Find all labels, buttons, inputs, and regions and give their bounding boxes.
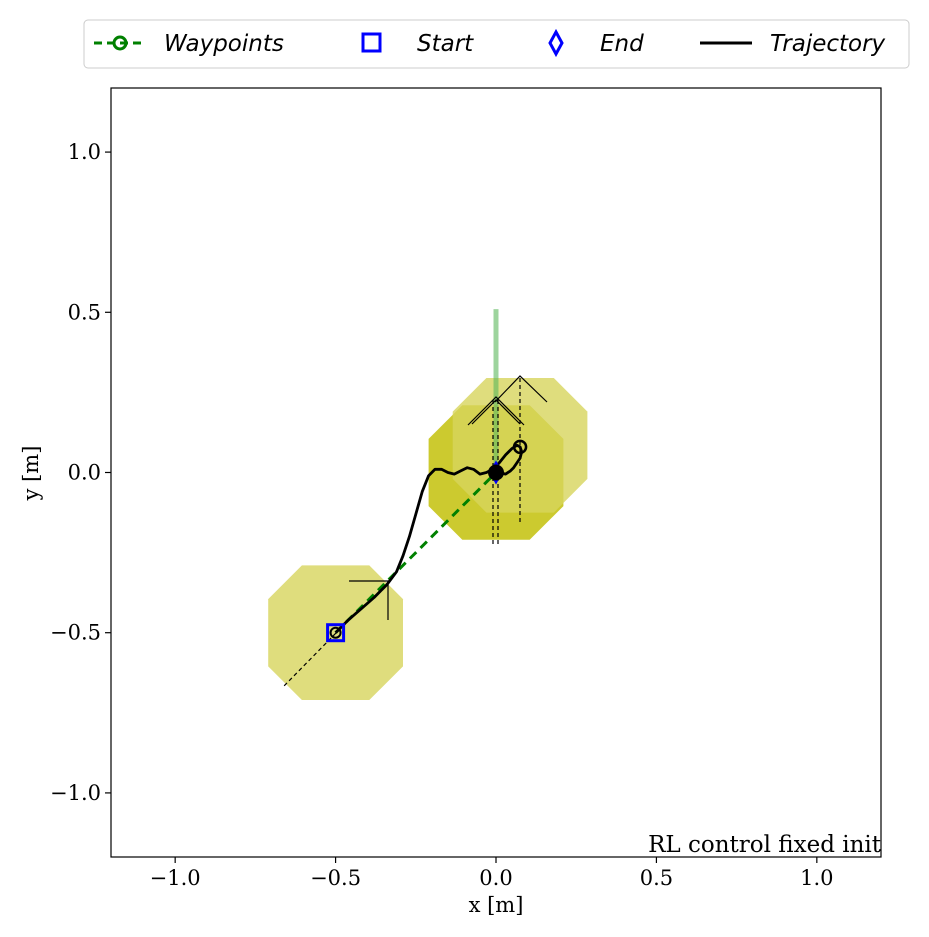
- y-axis-label: y [m]: [19, 446, 43, 502]
- trajectory-line: [334, 443, 524, 634]
- trajectory-loop-marker: [512, 439, 528, 455]
- annotation-text: RL control fixed init: [648, 832, 882, 858]
- legend-waypoints-label: Waypoints: [164, 31, 284, 57]
- y-tick-label-2: 0.0: [68, 461, 101, 485]
- legend-end-label: End: [600, 31, 644, 57]
- legend-trajectory-label: Trajectory: [770, 31, 886, 57]
- x-axis: −1.0 −0.5 0.0 0.5 1.0: [150, 857, 834, 890]
- legend-start-label: Start: [417, 31, 474, 57]
- footprint-2: [452, 378, 588, 513]
- x-tick-label-4: 1.0: [800, 866, 833, 890]
- y-tick-label-4: −1.0: [50, 781, 101, 805]
- x-tick-label-2: 0.0: [479, 866, 512, 890]
- legend-frame: [83, 19, 910, 69]
- x-tick-label-3: 0.5: [640, 866, 673, 890]
- waypoint-marker-0: [329, 626, 342, 639]
- x-axis-label: x [m]: [469, 893, 524, 917]
- markers: [326, 439, 528, 643]
- x-tick-label-1: −0.5: [310, 866, 361, 890]
- y-tick-label-3: −0.5: [50, 621, 101, 645]
- start-marker: [326, 623, 346, 643]
- legend-end-marker: [548, 28, 564, 58]
- end-arrow-mark-b: [471, 399, 521, 425]
- y-tick-label-0: 1.0: [68, 140, 101, 164]
- x-tick-label-0: −1.0: [150, 866, 201, 890]
- end-arrow-mark-c: [494, 375, 548, 403]
- end-arrow-mark-a: [467, 396, 525, 426]
- trajectory-end-dot: [488, 464, 504, 481]
- legend: Waypoints Start End Trajectory: [83, 19, 910, 69]
- y-axis: 1.0 0.5 0.0 −0.5 −1.0: [50, 140, 111, 805]
- legend-waypoints-marker: [112, 35, 128, 51]
- y-tick-label-1: 0.5: [68, 300, 101, 324]
- legend-start-marker: [361, 32, 382, 53]
- start-heading-dash: [283, 632, 337, 687]
